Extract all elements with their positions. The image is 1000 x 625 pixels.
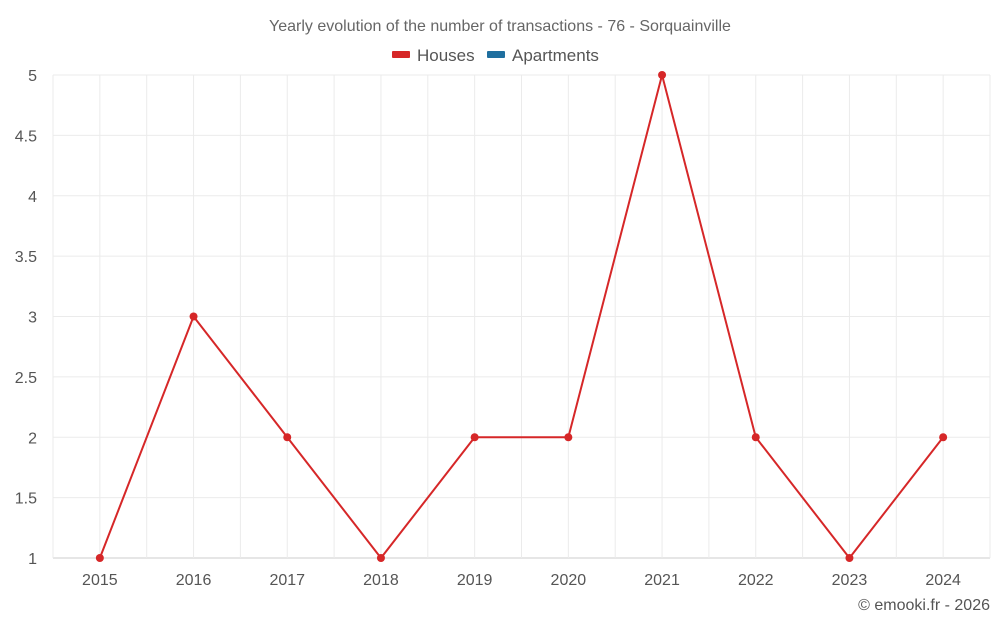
data-point-houses[interactable] <box>845 554 854 562</box>
legend-swatch-houses <box>392 51 410 58</box>
y-tick-label: 5 <box>28 68 37 85</box>
x-axis: 2015 2016 2017 2018 2019 2020 2021 2022 2023 2024 <box>82 572 961 589</box>
series-layer <box>95 71 948 562</box>
legend-swatch-apartments <box>487 51 505 58</box>
legend: Houses Apartments <box>392 46 599 65</box>
data-point-houses[interactable] <box>189 312 198 321</box>
y-axis: 1 1.5 2 2.5 3 3.5 4 4.5 5 <box>15 68 37 568</box>
data-point-houses[interactable] <box>95 554 104 562</box>
x-tick-label: 2023 <box>832 572 868 589</box>
data-point-houses[interactable] <box>283 433 292 442</box>
y-tick-label: 3 <box>28 310 37 327</box>
x-tick-label: 2018 <box>363 572 399 589</box>
data-point-houses[interactable] <box>658 71 667 79</box>
data-point-houses[interactable] <box>376 554 385 562</box>
grid <box>52 74 991 559</box>
data-point-houses[interactable] <box>564 433 573 442</box>
y-tick-label: 2 <box>28 430 37 447</box>
y-tick-label: 1 <box>28 551 37 568</box>
legend-label-apartments: Apartments <box>512 46 599 65</box>
y-tick-label: 4.5 <box>15 128 37 145</box>
x-tick-label: 2024 <box>925 572 961 589</box>
credit-text: © emooki.fr - 2026 <box>858 597 990 614</box>
y-tick-label: 3.5 <box>15 249 37 266</box>
chart-title: Yearly evolution of the number of transa… <box>269 18 731 35</box>
x-tick-label: 2020 <box>551 572 587 589</box>
data-point-houses[interactable] <box>470 433 479 442</box>
y-tick-label: 2.5 <box>15 370 37 387</box>
x-tick-label: 2017 <box>269 572 305 589</box>
y-tick-label: 4 <box>28 189 37 206</box>
series-line-houses <box>98 74 944 559</box>
x-tick-label: 2019 <box>457 572 493 589</box>
y-tick-label: 1.5 <box>15 491 37 508</box>
legend-item-apartments[interactable]: Apartments <box>487 46 599 65</box>
data-point-houses[interactable] <box>939 433 948 442</box>
x-tick-label: 2015 <box>82 572 118 589</box>
data-point-houses[interactable] <box>751 433 760 442</box>
legend-label-houses: Houses <box>417 46 475 65</box>
x-tick-label: 2021 <box>644 572 680 589</box>
x-tick-label: 2022 <box>738 572 774 589</box>
x-tick-label: 2016 <box>176 572 212 589</box>
legend-item-houses[interactable]: Houses <box>392 46 475 65</box>
